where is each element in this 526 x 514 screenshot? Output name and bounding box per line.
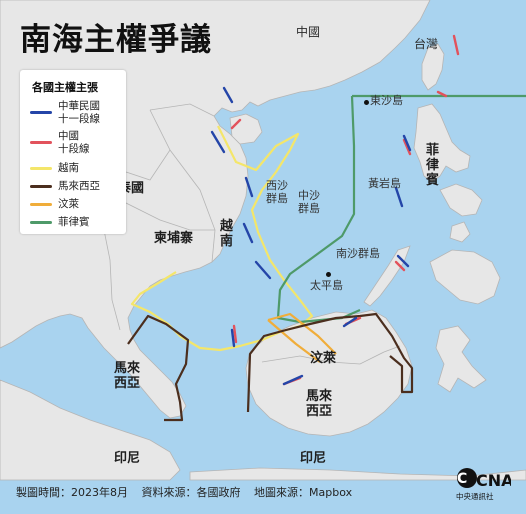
border-thailand-cambodia xyxy=(119,199,215,231)
legend-label-roc: 中華民國 十一段線 xyxy=(58,100,100,125)
land-sumatra xyxy=(0,379,181,481)
legend-swatch-malaysia xyxy=(30,184,52,188)
claim-roc-dashes xyxy=(210,86,412,386)
logo-subtitle: 中央通訊社 xyxy=(456,492,494,501)
legend-title: 各國主權主張 xyxy=(32,81,98,94)
footer: 製圖時間：2023年8月 資料來源：各國政府 地圖來源：Mapbox xyxy=(16,484,362,500)
legend-swatch-brunei xyxy=(30,202,52,206)
footer-map-source: 地圖來源：Mapbox xyxy=(254,486,353,499)
svg-text:C: C xyxy=(457,471,467,487)
footer-date: 製圖時間：2023年8月 xyxy=(16,486,128,499)
map-title: 南海主權爭議 xyxy=(20,22,212,58)
logo-text: CNA xyxy=(476,471,511,490)
label-nansha: 南沙群島 xyxy=(336,247,380,260)
marker-dongsha xyxy=(364,100,369,105)
land-luzon xyxy=(413,103,471,183)
label-china: 中國 xyxy=(296,25,321,39)
claim-philippines xyxy=(276,94,526,324)
legend-label-vietnam: 越南 xyxy=(58,162,79,174)
legend: 各國主權主張 中華民國 十一段線 中國 十段線 越南 馬來西亞 汶萊 菲律賓 xyxy=(20,70,126,234)
land-philippines-small xyxy=(449,221,471,243)
legend-item-china: 中國 十段線 xyxy=(30,130,90,155)
marker-taiping xyxy=(326,272,331,277)
legend-item-philippines: 菲律賓 xyxy=(30,216,90,229)
label-brunei: 汶萊 xyxy=(310,351,337,366)
label-vietnam: 越 南 xyxy=(220,219,234,249)
legend-swatch-china xyxy=(30,141,52,145)
legend-label-philippines: 菲律賓 xyxy=(58,216,90,228)
legend-item-brunei: 汶萊 xyxy=(30,198,79,211)
label-taiping: 太平島 xyxy=(310,279,343,292)
legend-label-china: 中國 十段線 xyxy=(58,130,90,155)
label-philippines: 菲 律 賓 xyxy=(426,143,440,188)
label-indonesia-west: 印尼 xyxy=(114,451,141,466)
label-xisha: 西沙 群島 xyxy=(266,179,288,205)
legend-item-malaysia: 馬來西亞 xyxy=(30,180,100,193)
label-malaysia-west: 馬來 西亞 xyxy=(114,361,141,391)
label-taiwan: 台灣 xyxy=(414,37,439,51)
claim-malaysia-east xyxy=(246,312,414,413)
legend-swatch-vietnam xyxy=(30,166,52,170)
border-borneo-malaysia xyxy=(261,345,401,365)
legend-label-malaysia: 馬來西亞 xyxy=(58,180,100,192)
land-mindanao xyxy=(429,249,501,305)
land-visayas xyxy=(439,183,483,217)
label-indonesia-east: 印尼 xyxy=(300,451,327,466)
border-vietnam-laos xyxy=(149,109,216,263)
cna-logo: C CNA xyxy=(457,468,511,490)
label-malaysia-east: 馬來 西亞 xyxy=(306,389,333,419)
legend-swatch-roc xyxy=(30,111,52,115)
claim-malaysia-west xyxy=(127,314,190,422)
label-dongsha: 東沙島 xyxy=(370,94,403,107)
land-sulawesi xyxy=(435,325,487,393)
legend-label-brunei: 汶萊 xyxy=(58,198,79,210)
label-cambodia: 柬埔寨 xyxy=(154,231,194,246)
legend-item-roc: 中華民國 十一段線 xyxy=(30,100,100,125)
footer-source: 資料來源：各國政府 xyxy=(141,486,241,499)
label-zhongsha: 中沙 群島 xyxy=(298,189,320,215)
legend-item-vietnam: 越南 xyxy=(30,162,79,175)
claim-vietnam xyxy=(130,125,314,352)
land-palawan xyxy=(363,245,411,307)
legend-swatch-philippines xyxy=(30,220,52,224)
label-huangyan: 黃岩島 xyxy=(368,177,401,190)
land-taiwan xyxy=(421,43,445,91)
border-china-vietnam xyxy=(149,103,215,117)
